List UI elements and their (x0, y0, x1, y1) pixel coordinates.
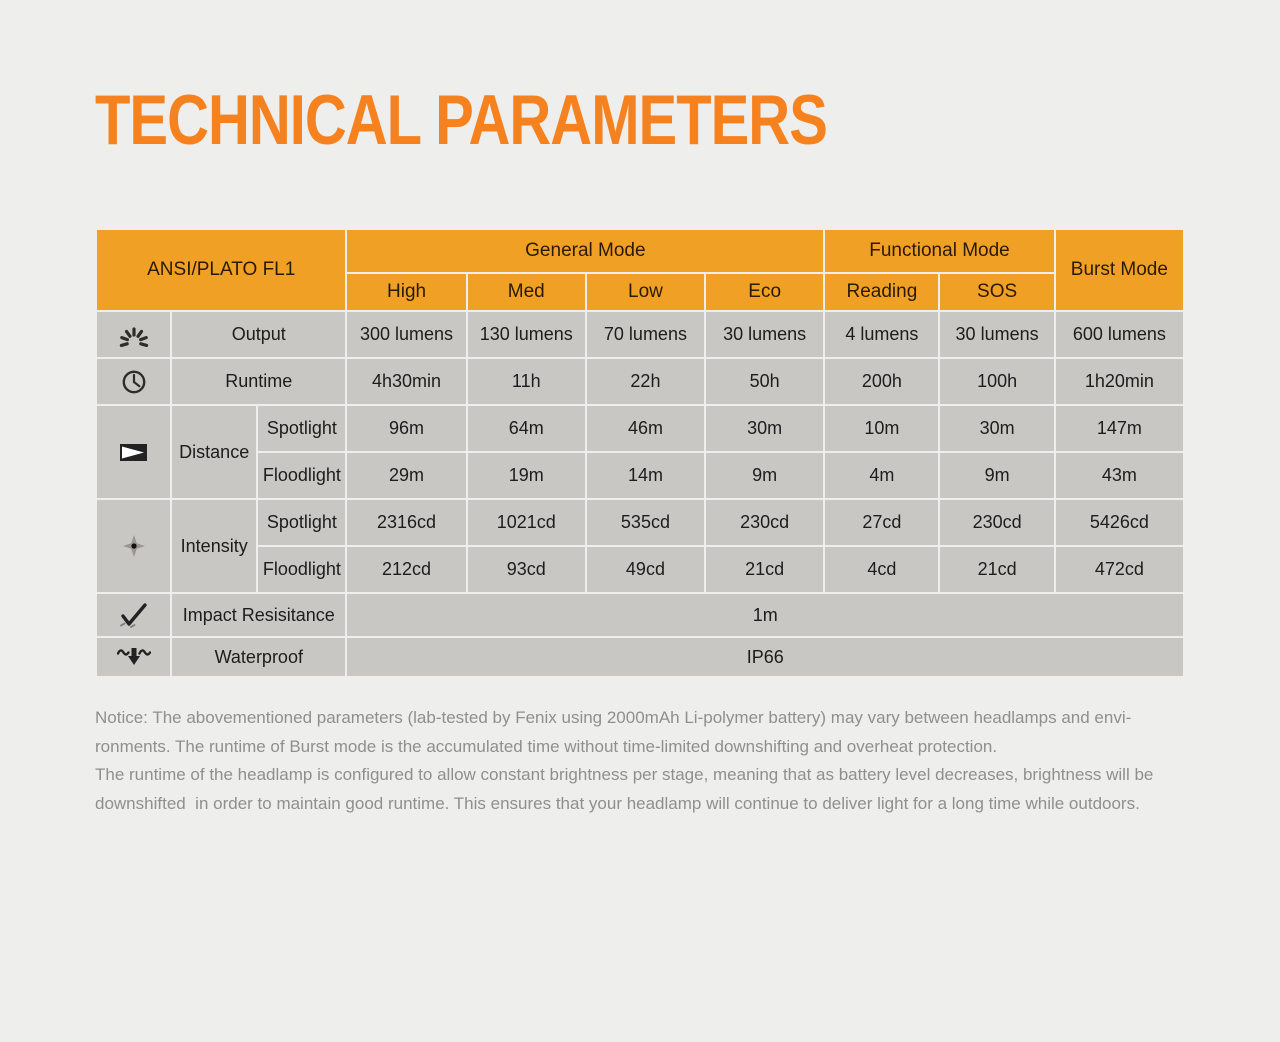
impact-icon-cell (97, 594, 171, 636)
row-label-distance: Distance (172, 406, 257, 498)
intensity-floodlight-burst: 472cd (1055, 547, 1183, 592)
column-header-med: Med (467, 274, 585, 310)
distance-floodlight-sos: 9m (940, 453, 1054, 498)
table-row-impact: Impact Resisitance 1m (97, 594, 1183, 636)
distance-spotlight-med: 64m (467, 406, 585, 451)
runtime-low: 22h (586, 359, 705, 404)
table-row-intensity-floodlight: Floodlight 212cd 93cd 49cd 21cd 4cd 21cd… (97, 547, 1183, 592)
distance-icon-cell (97, 406, 171, 498)
group-header-general-mode: General Mode (347, 230, 824, 272)
impact-resistance-value: 1m (347, 594, 1183, 636)
intensity-floodlight-med: 93cd (467, 547, 585, 592)
distance-spotlight-sos: 30m (940, 406, 1054, 451)
intensity-spotlight-label: Spotlight (258, 500, 346, 545)
row-label-impact-resistance: Impact Resisitance (172, 594, 346, 636)
notice-text: Notice: The abovementioned parameters (l… (95, 704, 1185, 818)
intensity-floodlight-reading: 4cd (825, 547, 939, 592)
notice-line-3: The runtime of the headlamp is configure… (95, 765, 1154, 784)
runtime-med: 11h (467, 359, 585, 404)
column-header-low: Low (586, 274, 705, 310)
output-low: 70 lumens (586, 312, 705, 357)
intensity-floodlight-sos: 21cd (940, 547, 1054, 592)
output-sos: 30 lumens (940, 312, 1054, 357)
distance-spotlight-low: 46m (586, 406, 705, 451)
intensity-spotlight-reading: 27cd (825, 500, 939, 545)
column-header-eco: Eco (706, 274, 824, 310)
table-row-distance-spotlight: Distance Spotlight 96m 64m 46m 30m 10m 3… (97, 406, 1183, 498)
runtime-burst: 1h20min (1055, 359, 1183, 404)
intensity-floodlight-label: Floodlight (258, 547, 346, 592)
output-high: 300 lumens (347, 312, 466, 357)
table-row-runtime: Runtime 4h30min 11h 22h 50h 200h 100h 1h… (97, 359, 1183, 404)
runtime-high: 4h30min (347, 359, 466, 404)
intensity-spotlight-burst: 5426cd (1055, 500, 1183, 545)
intensity-spotlight-low: 535cd (586, 500, 705, 545)
distance-spotlight-reading: 10m (825, 406, 939, 451)
clock-icon (122, 370, 145, 393)
row-label-waterproof: Waterproof (172, 638, 346, 676)
table-row-distance-floodlight: Floodlight 29m 19m 14m 9m 4m 9m 43m (97, 453, 1183, 498)
intensity-floodlight-high: 212cd (347, 547, 466, 592)
technical-parameters-table: ANSI/PLATO FL1 General Mode Functional M… (95, 228, 1185, 678)
intensity-spotlight-sos: 230cd (940, 500, 1054, 545)
distance-floodlight-eco: 9m (706, 453, 824, 498)
row-label-output: Output (172, 312, 346, 357)
table-row-intensity-spotlight: Intensity Spotlight 2316cd 1021cd 535cd … (97, 500, 1183, 592)
column-header-sos: SOS (940, 274, 1054, 310)
distance-floodlight-burst: 43m (1055, 453, 1183, 498)
notice-line-2: ronments. The runtime of Burst mode is t… (95, 736, 998, 756)
output-reading: 4 lumens (825, 312, 939, 357)
intensity-floodlight-eco: 21cd (706, 547, 824, 592)
distance-spotlight-label: Spotlight (258, 406, 346, 451)
group-header-burst-mode: Burst Mode (1055, 230, 1183, 310)
intensity-floodlight-low: 49cd (586, 547, 705, 592)
waterproof-icon-cell (97, 638, 171, 676)
sunrise-rays-icon (119, 326, 148, 347)
output-icon-cell (97, 312, 171, 357)
distance-spotlight-burst: 147m (1055, 406, 1183, 451)
distance-floodlight-high: 29m (347, 453, 466, 498)
beam-cone-icon (119, 444, 147, 461)
table-row-waterproof: Waterproof IP66 (97, 638, 1183, 676)
runtime-reading: 200h (825, 359, 939, 404)
column-header-high: High (347, 274, 466, 310)
impact-check-icon (119, 603, 147, 628)
output-burst: 600 lumens (1055, 312, 1183, 357)
notice-line-1: Notice: The abovementioned parameters (l… (95, 708, 1132, 727)
water-arrow-icon (116, 648, 151, 665)
table-row-output: Output 300 lumens 130 lumens 70 lumens 3… (97, 312, 1183, 357)
distance-floodlight-low: 14m (586, 453, 705, 498)
intensity-spotlight-high: 2316cd (347, 500, 466, 545)
group-header-functional-mode: Functional Mode (825, 230, 1054, 272)
row-label-runtime: Runtime (172, 359, 346, 404)
output-eco: 30 lumens (706, 312, 824, 357)
intensity-spotlight-med: 1021cd (467, 500, 585, 545)
output-med: 130 lumens (467, 312, 585, 357)
column-header-reading: Reading (825, 274, 939, 310)
distance-spotlight-eco: 30m (706, 406, 824, 451)
runtime-icon-cell (97, 359, 171, 404)
table-corner-label: ANSI/PLATO FL1 (97, 230, 346, 310)
row-label-intensity: Intensity (172, 500, 257, 592)
distance-floodlight-label: Floodlight (258, 453, 346, 498)
notice-line-4: downshifted in order to maintain good ru… (95, 793, 1140, 813)
distance-floodlight-reading: 4m (825, 453, 939, 498)
distance-floodlight-med: 19m (467, 453, 585, 498)
page: TECHNICAL PARAMETERS ANSI/PLATO FL1 Gene… (95, 80, 1185, 818)
runtime-eco: 50h (706, 359, 824, 404)
intensity-spotlight-eco: 230cd (706, 500, 824, 545)
intensity-icon-cell (97, 500, 171, 592)
star-glow-icon (122, 535, 145, 557)
page-title: TECHNICAL PARAMETERS (95, 80, 828, 161)
waterproof-value: IP66 (347, 638, 1183, 676)
runtime-sos: 100h (940, 359, 1054, 404)
distance-spotlight-high: 96m (347, 406, 466, 451)
